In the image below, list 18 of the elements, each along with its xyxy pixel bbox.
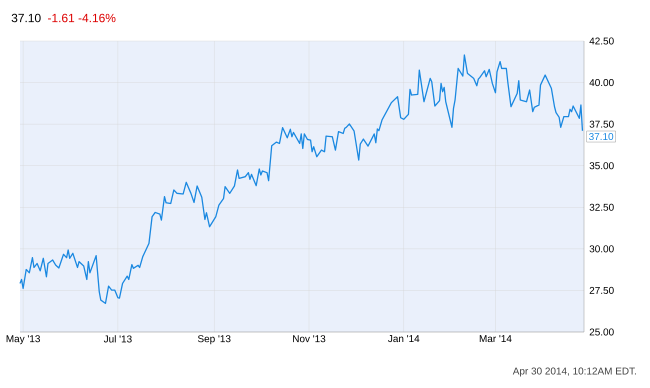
- annotation: 37.10: [589, 132, 614, 140]
- y-tick-label: 27.50: [590, 286, 614, 294]
- y-tick-label: 42.50: [589, 37, 614, 45]
- y-tick-label: 25.00: [590, 328, 614, 336]
- x-tick-label: Nov '13: [293, 335, 326, 342]
- y-tick-label: 37.50: [590, 120, 614, 128]
- x-tick-label: May '13: [6, 335, 40, 344]
- y-tick-label: 35.00: [590, 162, 614, 170]
- x-tick-label: Jul '13: [104, 335, 132, 342]
- text: Apr 30 2014, 10:12AM EDT.: [512, 367, 636, 377]
- x-tick-label: Mar '14: [480, 335, 512, 342]
- x-tick-label: Sep '13: [198, 335, 231, 344]
- y-tick-label: 32.50: [590, 204, 614, 211]
- y-tick-label: 30.00: [590, 245, 614, 252]
- chart-subtitle: -1.61 -4.16%: [48, 14, 116, 22]
- y-tick-label: 40.00: [589, 79, 614, 86]
- chart-title: 37.10: [12, 14, 41, 22]
- x-tick-label: Jan '14: [388, 335, 420, 342]
